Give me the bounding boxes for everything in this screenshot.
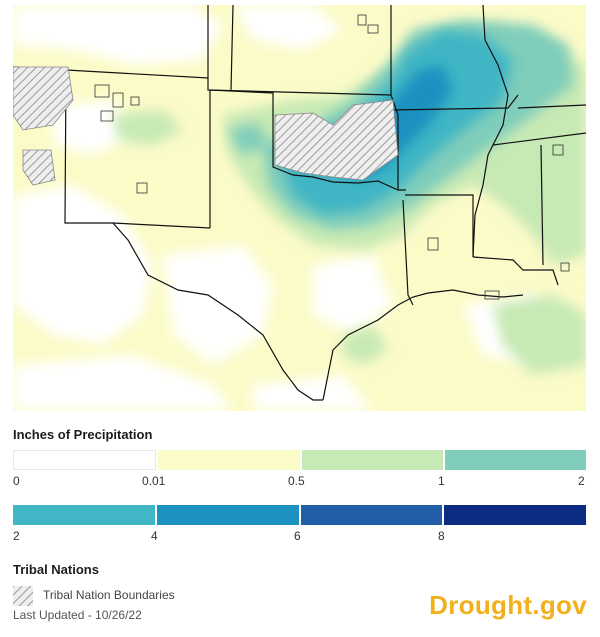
legend-swatch [13, 505, 155, 525]
last-updated-text: Last Updated - 10/26/22 [13, 608, 142, 622]
precipitation-map [13, 5, 586, 411]
legend-tick: 6 [294, 529, 301, 543]
precipitation-legend-bar-2 [13, 505, 586, 525]
legend-tick: 2 [13, 529, 20, 543]
tribal-hatch-swatch [13, 586, 33, 606]
precipitation-legend-bar-1 [13, 450, 586, 470]
tribal-legend-label: Tribal Nation Boundaries [43, 588, 175, 602]
tribal-outlines [94, 14, 570, 300]
legend-swatch [156, 450, 300, 470]
legend-swatch [298, 505, 443, 525]
legend-tick: 1 [438, 474, 445, 488]
no-precip-areas [13, 5, 573, 411]
legend-tick: 2 [578, 474, 585, 488]
legend-tick: 0.5 [288, 474, 305, 488]
legend-tick: 0 [13, 474, 20, 488]
tribal-areas [13, 66, 399, 186]
legend-tick: 4 [151, 529, 158, 543]
legend-tick: 8 [438, 529, 445, 543]
legend-swatch [154, 505, 299, 525]
legend-swatch [442, 450, 586, 470]
tribal-legend-title: Tribal Nations [13, 562, 99, 577]
legend-swatch [13, 450, 157, 470]
precipitation-legend-title: Inches of Precipitation [13, 427, 153, 442]
drought-gov-logo[interactable]: Drought.gov [429, 590, 587, 620]
state-boundaries [13, 5, 586, 401]
legend-tick: 0.01 [142, 474, 166, 488]
legend-swatch [299, 450, 443, 470]
legend-swatch [442, 505, 586, 525]
